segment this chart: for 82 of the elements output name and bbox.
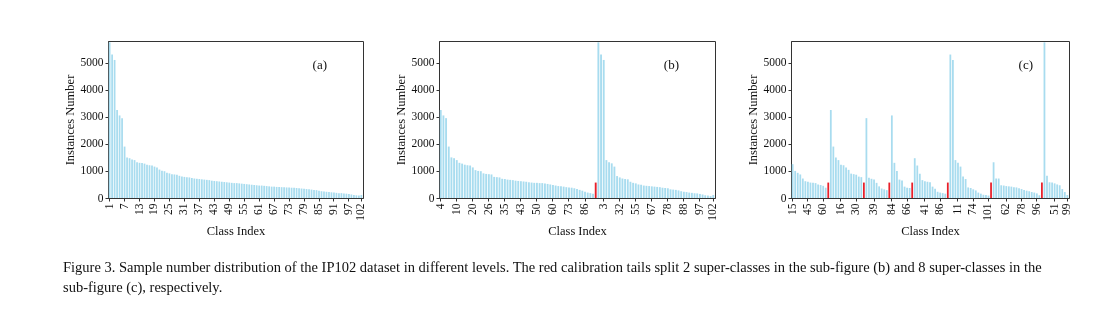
x-tick-label: 60	[816, 203, 829, 215]
x-tick-label: 74	[966, 203, 979, 215]
x-tick-label: 73	[561, 203, 574, 215]
x-tick-label: 86	[933, 203, 946, 215]
x-tick-label: 45	[800, 203, 813, 215]
x-tick-label: 30	[849, 203, 862, 215]
x-tick-label: 35	[497, 203, 510, 215]
y-tick-label: 4000	[763, 83, 787, 96]
annotation: (a)	[312, 57, 327, 72]
x-tick-label: 62	[999, 203, 1012, 215]
y-tick-label: 4000	[411, 83, 435, 96]
x-tick-label: 13	[132, 203, 145, 215]
y-tick-label: 0	[428, 191, 435, 204]
x-tick-label: 102	[706, 203, 719, 221]
x-tick-label: 39	[867, 203, 880, 215]
y-tick-label: 2000	[763, 137, 787, 150]
x-tick-label: 97	[341, 203, 354, 215]
y-tick-label: 2000	[80, 137, 104, 150]
x-tick-label: 55	[237, 203, 250, 215]
x-tick-label: 97	[692, 203, 705, 215]
x-tick-label: 85	[312, 203, 324, 215]
x-tick-label: 43	[207, 203, 220, 215]
x-tick-label: 1	[102, 203, 115, 210]
y-tick-label: 5000	[763, 56, 787, 69]
x-tick-label: 20	[465, 203, 478, 215]
x-tick-label: 79	[297, 203, 310, 215]
x-tick-label: 96	[1029, 203, 1042, 215]
x-tick-label: 78	[1014, 203, 1027, 215]
x-tick-label: 51	[1047, 203, 1060, 215]
y-axis-title: Instances Number	[745, 73, 760, 166]
y-tick-label: 1000	[763, 164, 787, 177]
x-tick-label: 88	[676, 203, 689, 215]
x-tick-label: 66	[900, 203, 913, 215]
x-tick-label: 19	[147, 203, 160, 215]
annotation: (c)	[1018, 57, 1033, 72]
y-tick-label: 2000	[411, 137, 435, 150]
x-tick-label: 78	[660, 203, 673, 215]
x-tick-label: 61	[252, 203, 265, 215]
annotation: (b)	[663, 57, 679, 72]
y-tick-label: 3000	[80, 110, 104, 123]
x-axis-title: Class Index	[901, 223, 961, 238]
x-tick-label: 102	[354, 203, 367, 221]
x-tick-label: 4	[433, 203, 446, 210]
x-tick-label: 31	[177, 203, 190, 215]
x-tick-label: 25	[162, 203, 175, 215]
y-axis-title: Instances Number	[62, 73, 77, 166]
y-axis-title: Instances Number	[393, 73, 408, 166]
x-tick-label: 67	[644, 203, 657, 215]
x-tick-label: 99	[1060, 203, 1073, 215]
y-tick-label: 4000	[80, 83, 104, 96]
x-tick-label: 101	[981, 203, 994, 221]
x-tick-label: 84	[884, 203, 897, 215]
x-tick-label: 15	[785, 203, 798, 215]
x-axis-title: Class Index	[206, 223, 267, 238]
x-tick-label: 43	[513, 203, 526, 215]
x-tick-label: 32	[612, 203, 625, 215]
x-tick-label: 55	[628, 203, 641, 215]
x-tick-label: 26	[481, 203, 494, 215]
y-tick-label: 1000	[411, 164, 435, 177]
x-tick-label: 16	[833, 203, 846, 215]
x-tick-label: 7	[117, 203, 130, 210]
y-tick-label: 3000	[763, 110, 787, 123]
x-tick-label: 73	[282, 203, 295, 215]
y-tick-label: 0	[97, 191, 104, 204]
x-tick-label: 10	[449, 203, 462, 215]
y-tick-label: 0	[780, 191, 787, 204]
x-tick-label: 49	[222, 203, 235, 215]
x-tick-label: 37	[192, 203, 205, 215]
x-tick-label: 86	[578, 203, 591, 215]
x-tick-label: 60	[545, 203, 558, 215]
x-tick-label: 91	[326, 203, 339, 215]
y-tick-label: 5000	[411, 56, 435, 69]
caption: Figure 3. Sample number distribution of the IP102 dataset in different levels. The red calibration tails split 2 super-classes in the sub-figure (b) and 8 super-classes in the sub-figure (c), respectively.	[63, 258, 1043, 297]
y-tick-label: 5000	[80, 56, 104, 69]
x-tick-label: 67	[267, 203, 280, 215]
y-tick-label: 1000	[80, 164, 104, 177]
x-tick-label: 41	[917, 203, 930, 215]
x-axis-title: Class Index	[548, 223, 608, 238]
x-tick-label: 3	[596, 203, 609, 210]
x-tick-label: 11	[950, 203, 963, 215]
x-tick-label: 50	[529, 203, 542, 215]
y-tick-label: 3000	[411, 110, 435, 123]
